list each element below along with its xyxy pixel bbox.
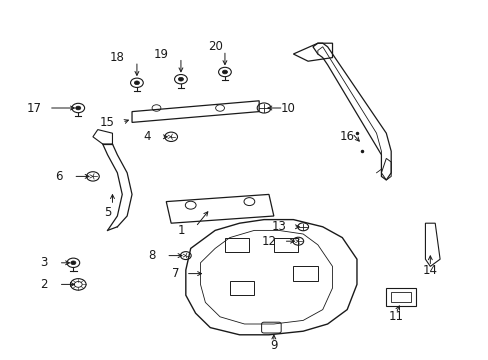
Text: 6: 6 xyxy=(55,170,62,183)
Text: 18: 18 xyxy=(110,51,124,64)
Text: 9: 9 xyxy=(269,339,277,352)
Text: 15: 15 xyxy=(100,116,115,129)
Text: 17: 17 xyxy=(27,102,41,114)
Circle shape xyxy=(222,70,227,74)
Circle shape xyxy=(178,77,183,81)
Text: 16: 16 xyxy=(339,130,354,143)
Circle shape xyxy=(134,81,139,85)
Text: 14: 14 xyxy=(422,264,437,276)
Text: 5: 5 xyxy=(103,206,111,219)
Text: 4: 4 xyxy=(142,130,150,143)
Circle shape xyxy=(71,261,76,265)
Text: 7: 7 xyxy=(172,267,180,280)
Text: 1: 1 xyxy=(177,224,184,237)
Text: 3: 3 xyxy=(40,256,48,269)
Text: 8: 8 xyxy=(147,249,155,262)
Text: 19: 19 xyxy=(154,48,168,60)
Text: 20: 20 xyxy=(207,40,222,53)
Text: 12: 12 xyxy=(261,235,276,248)
Text: 13: 13 xyxy=(271,220,285,233)
Text: 10: 10 xyxy=(281,102,295,114)
Circle shape xyxy=(76,106,81,110)
Text: 11: 11 xyxy=(388,310,403,323)
Text: 2: 2 xyxy=(40,278,48,291)
